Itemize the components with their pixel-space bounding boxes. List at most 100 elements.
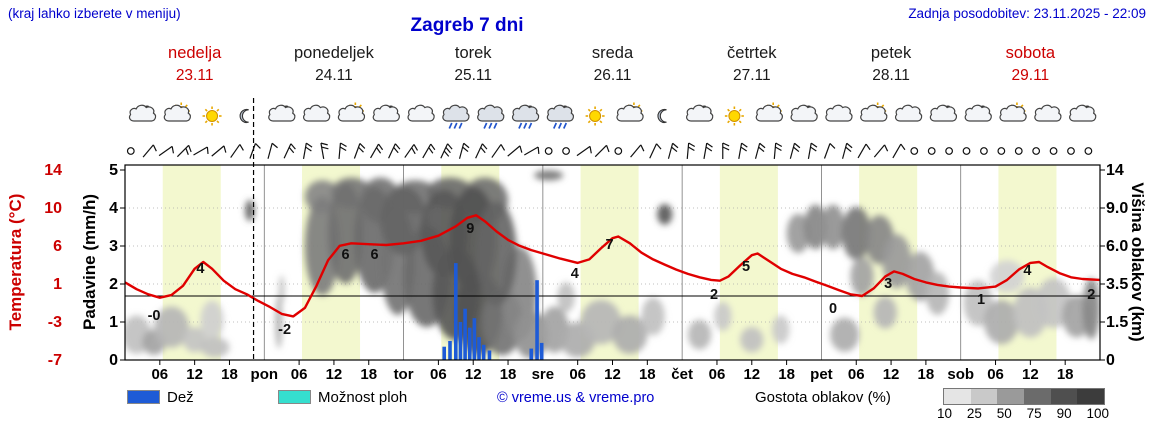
wind-barb-icon [267,142,278,159]
wind-barb-icon [823,143,836,159]
x-time-label: 18 [500,366,517,383]
density-segment [944,389,971,404]
x-time-label: 06 [291,366,308,383]
precip-tick-label: 1 [109,314,118,331]
wind-barb-icon [388,143,401,159]
x-time-label: 12 [883,366,900,383]
moon-cloud-icon [686,104,714,122]
sun-cloud-icon [616,102,644,122]
moon-rain-icon [511,104,540,129]
calm-wind-icon [1067,147,1075,155]
wind-barb-icon [230,144,244,158]
x-time-label: 18 [1057,366,1074,383]
x-day-abbr: sre [532,366,555,383]
x-time-label: 06 [709,366,726,383]
wind-barb-icon [754,142,766,159]
x-time-label: 18 [918,366,935,383]
wind-barb-icon [458,142,470,159]
cloud-density-layer [125,170,1100,359]
page-title: Zagreb 7 dni [410,15,524,36]
moon-cloud-icon [790,104,818,122]
temp-value-label: 7 [606,237,614,253]
temp-value-label: 5 [742,259,750,275]
x-day-abbr: pet [810,366,833,383]
moon-icon [657,108,667,124]
x-time-label: 18 [221,366,238,383]
sun-icon [585,106,605,126]
temperature-line [125,214,1100,318]
wind-barb-icon [841,142,853,159]
x-time-label: 06 [848,366,865,383]
sun-icon [724,106,744,126]
wind-barb-icon [873,144,889,158]
sun-cloud-icon [337,102,366,122]
wind-barb-icon [404,144,419,158]
wind-barb-icon [302,142,313,159]
wind-barb-icon [440,143,453,159]
cloud-density-scale [943,388,1105,405]
moon-rain-icon [546,104,574,129]
sun-icon [585,106,605,126]
weather-icons-row [128,102,1097,129]
precip-axis-label: Padavine (mm/h) [80,193,99,331]
temp-tick-label: -7 [48,352,62,369]
density-segment [1050,389,1078,404]
rain-bar [442,346,446,360]
wind-barb-icon [594,144,610,158]
x-day-abbr: čet [671,366,693,383]
density-segment [1077,389,1105,404]
cloud-icon [825,104,853,122]
cloud-icon [303,104,331,122]
wind-barb-icon [892,143,906,159]
calm-wind-icon [945,147,954,155]
x-time-label: 18 [639,366,656,383]
temp-tick-label: -3 [48,314,62,331]
showers-legend-label: Možnost ploh [318,389,408,406]
wind-barb-icon [422,143,436,159]
x-time-label: 18 [778,366,795,383]
rain-bar [467,327,472,360]
credit-link[interactable]: © vreme.us & vreme.pro [497,390,655,406]
cloud-icon [407,104,435,122]
wind-barb-icon [524,146,540,156]
precip-tick-label: 0 [109,352,118,369]
wind-barb-icon [176,144,192,158]
temp-value-label: -2 [278,322,291,338]
calm-wind-icon [980,147,988,155]
wind-barb-icon [491,144,506,158]
density-tick: 10 [937,406,953,421]
wind-barb-icon [576,145,592,157]
calm-wind-icon [562,147,570,155]
location-hint: (kraj lahko izberete v meniju) [8,6,181,21]
rain-swatch [127,390,160,404]
rain-bar [535,280,539,360]
cloud-tick-label: 6.0 [1106,238,1128,255]
sun-cloud-icon [755,102,783,122]
wind-barb-icon [686,142,696,160]
wind-barb-icon [667,142,679,159]
sun-icon [202,106,222,126]
moon-cloud-icon [1069,104,1097,122]
wind-barb-icon [703,142,713,159]
x-time-label: 06 [430,366,447,383]
sun-cloud-icon [163,102,191,122]
wind-barb-icon [738,142,748,159]
temp-value-label: 2 [710,287,718,303]
temp-value-label: 4 [196,261,204,277]
wind-barb-icon [475,143,488,159]
rain-bar [454,263,458,360]
precip-tick-label: 3 [109,238,118,255]
moon-cloud-icon [964,104,992,122]
x-time-label: 12 [326,366,343,383]
rain-bar [458,322,463,360]
wind-barb-icon [649,143,662,159]
density-tick: 100 [1086,406,1109,421]
cloud-tick-label: 14 [1106,162,1124,179]
calm-wind-icon [927,147,936,155]
rain-bar [481,344,486,360]
calm-wind-icon [997,147,1006,155]
wind-barb-icon [283,143,296,159]
last-update-text: Zadnja posodobitev: 23.11.2025 - 22:09 [908,6,1146,21]
